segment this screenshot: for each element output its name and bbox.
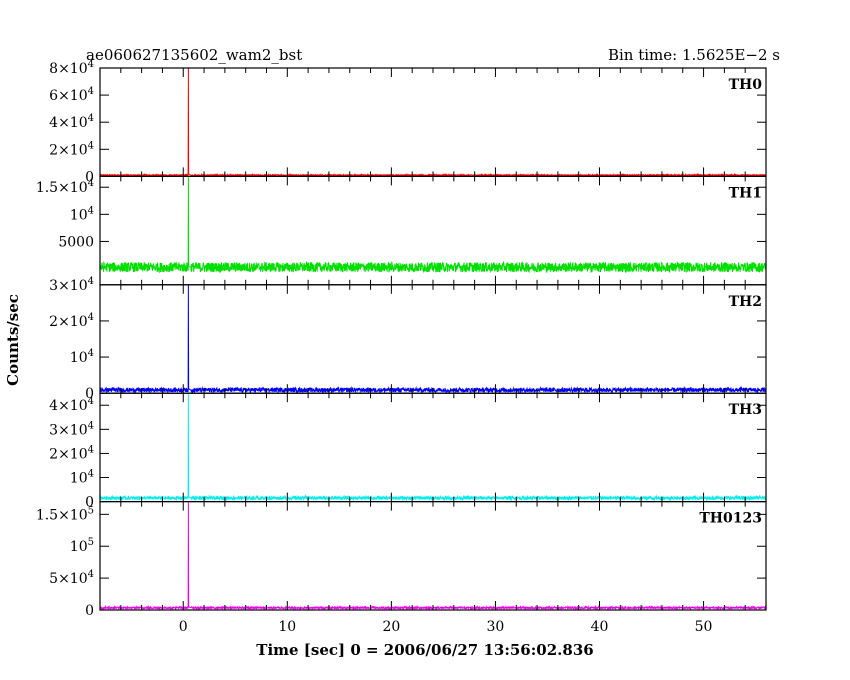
panel-th3: 0 104 2×104 3×104 4×104 TH3 [49, 392, 767, 511]
y-tick-label: 5000 [58, 234, 94, 250]
series-line-th3 [99, 393, 767, 502]
panel-th0123: 0 5×104 105 1.5×105 TH0123 [36, 501, 767, 619]
series-line-th0123 [99, 501, 767, 611]
y-tick-label: 104 [70, 348, 94, 366]
panel-label: TH1 [729, 185, 762, 201]
series-line-th2 [99, 284, 767, 394]
x-tick-labels: 0 10 20 30 40 50 [179, 619, 713, 635]
panel-frame [99, 501, 767, 611]
y-tick-label: 2×104 [49, 444, 94, 462]
x-tick-label: 10 [278, 619, 296, 635]
x-tick-label: 0 [179, 619, 188, 635]
y-tick-label: 104 [70, 469, 94, 487]
y-tick-label: 2×104 [49, 140, 94, 158]
panel-frame [99, 67, 767, 178]
panel-th0: 0 2×104 4×104 6×104 8×104 TH0 [49, 59, 767, 185]
y-tick-label: 1.5×105 [36, 505, 94, 523]
y-tick-label: 105 [70, 537, 94, 555]
panel-frame [99, 284, 767, 394]
series-line-th1 [99, 176, 767, 274]
x-tick-label: 30 [487, 619, 505, 635]
panel-label: TH0 [729, 77, 763, 93]
x-axis-title: Time [sec] 0 = 2006/06/27 13:56:02.836 [256, 641, 593, 659]
y-tick-label: 5×104 [49, 569, 94, 587]
bin-time-label: Bin time: 1.5625E−2 s [608, 46, 780, 64]
series-line-th0 [99, 67, 767, 178]
x-tick-label: 20 [382, 619, 400, 635]
panel-th1: 5000 104 1.5×104 3×104 TH1 [36, 175, 767, 294]
x-tick-label: 40 [591, 619, 609, 635]
y-tick-label: 4×104 [49, 113, 94, 131]
y-tick-label: 104 [70, 205, 94, 223]
y-tick-label: 2×104 [49, 312, 94, 330]
y-tick-label: 6×104 [49, 86, 94, 104]
panel-th2: 0 104 2×104 TH2 [49, 284, 767, 402]
panel-label: TH3 [729, 402, 762, 418]
y-axis-title: Counts/sec [4, 294, 22, 386]
panel-frame [99, 392, 767, 503]
y-tick-label: 8×104 [49, 59, 94, 77]
y-tick-label: 0 [85, 603, 94, 619]
y-tick-label: 0 [85, 386, 94, 402]
y-tick-label: 4×104 [49, 396, 94, 414]
y-tick-label: 0 [85, 495, 94, 511]
panel-label: TH2 [729, 294, 762, 310]
x-tick-label: 50 [695, 619, 713, 635]
y-tick-label: 3×104 [49, 420, 94, 438]
chart-title: ae060627135602_wam2_bst [86, 46, 302, 64]
y-tick-label: 1.5×104 [36, 178, 94, 196]
y-tick-label: 3×104 [49, 276, 94, 294]
panel-label: TH0123 [699, 511, 762, 527]
panels: 02×1044×1046×1048×104TH050001041.5×1043×… [36, 59, 767, 635]
y-tick-label: 0 [85, 169, 94, 185]
